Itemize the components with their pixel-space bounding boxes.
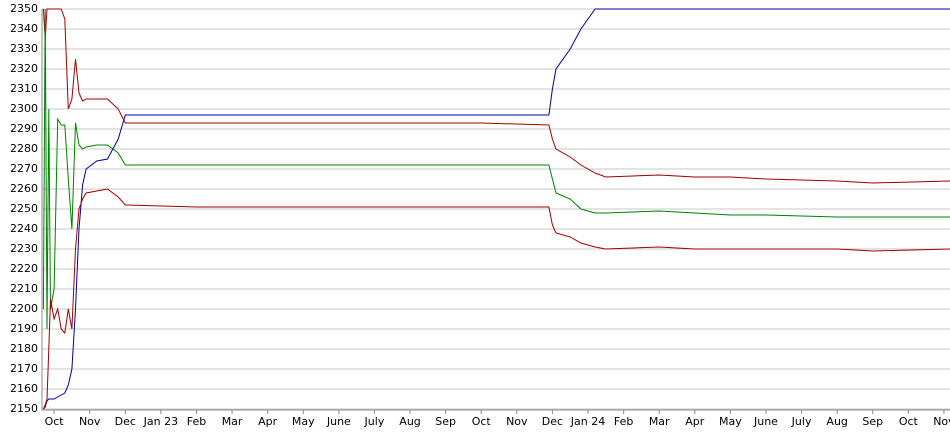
series-line xyxy=(42,8,950,184)
y-tick-label: 2150 xyxy=(10,402,38,415)
y-tick-label: 2170 xyxy=(10,362,38,375)
x-tick-label: Oct xyxy=(45,415,65,428)
x-tick-label: Oct xyxy=(472,415,492,428)
y-tick-label: 2160 xyxy=(10,382,38,395)
x-tick-label: Aug xyxy=(826,415,847,428)
y-tick-label: 2340 xyxy=(10,22,38,35)
y-tick-label: 2310 xyxy=(10,82,38,95)
x-tick-label: Jan 24 xyxy=(570,415,605,428)
x-tick-label: Apr xyxy=(258,415,278,428)
x-tick-label: Feb xyxy=(614,415,633,428)
y-tick-label: 2190 xyxy=(10,322,38,335)
y-tick-label: 2330 xyxy=(10,42,38,55)
y-tick-label: 2280 xyxy=(10,142,38,155)
x-tick-label: Oct xyxy=(899,415,919,428)
x-tick-label: June xyxy=(753,415,778,428)
x-tick-label: Sep xyxy=(862,415,883,428)
y-tick-label: 2220 xyxy=(10,262,38,275)
y-tick-label: 2250 xyxy=(10,202,38,215)
x-tick-label: Aug xyxy=(399,415,420,428)
x-tick-label: Apr xyxy=(685,415,705,428)
y-tick-label: 2200 xyxy=(10,302,38,315)
series-line xyxy=(43,8,950,410)
x-tick-label: Sep xyxy=(435,415,456,428)
x-tick-label: Mar xyxy=(222,415,243,428)
y-tick-label: 2300 xyxy=(10,102,38,115)
x-tick-label: Feb xyxy=(187,415,206,428)
x-tick-label: July xyxy=(364,415,385,428)
series-line xyxy=(42,8,950,330)
x-tick-label: Dec xyxy=(542,415,563,428)
y-tick-label: 2260 xyxy=(10,182,38,195)
y-tick-label: 2240 xyxy=(10,222,38,235)
series-line xyxy=(42,188,950,410)
x-tick-label: Nov xyxy=(933,415,950,428)
y-tick-label: 2350 xyxy=(10,2,38,15)
x-tick-label: Dec xyxy=(115,415,136,428)
x-tick-label: Nov xyxy=(79,415,101,428)
x-tick-label: Mar xyxy=(649,415,670,428)
y-tick-label: 2230 xyxy=(10,242,38,255)
x-tick-label: Jan 23 xyxy=(143,415,178,428)
x-tick-label: June xyxy=(326,415,351,428)
x-tick-label: July xyxy=(791,415,812,428)
x-tick-label: Nov xyxy=(506,415,528,428)
y-tick-label: 2210 xyxy=(10,282,38,295)
x-tick-label: May xyxy=(292,415,315,428)
y-tick-label: 2180 xyxy=(10,342,38,355)
y-tick-label: 2290 xyxy=(10,122,38,135)
y-tick-label: 2320 xyxy=(10,62,38,75)
y-tick-label: 2270 xyxy=(10,162,38,175)
x-tick-label: May xyxy=(719,415,742,428)
